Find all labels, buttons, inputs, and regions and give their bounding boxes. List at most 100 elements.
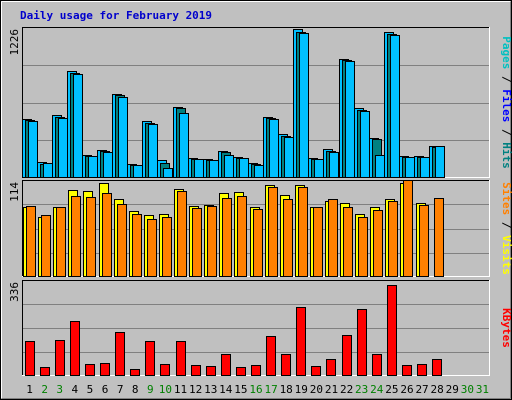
bar-pages-day-20 <box>314 159 324 178</box>
bar-kbytes-day-21 <box>326 359 336 376</box>
bar-sites-day-28 <box>434 198 444 277</box>
panel-hits-files-pages: 1226 Pages / Files / Hits <box>8 27 512 178</box>
x-tick-label-day-12: 12 <box>189 383 202 396</box>
bar-kbytes-day-11 <box>176 341 186 376</box>
x-tick-label-day-30: 30 <box>461 383 474 396</box>
bar-sites-day-11 <box>177 191 187 277</box>
bar-sites-day-12 <box>192 208 202 277</box>
x-tick-label-day-19: 19 <box>295 383 308 396</box>
chart-panels: 1226 Pages / Files / Hits 114 Sites / Visit… <box>8 27 512 376</box>
panel-kbytes: 336 KBytes <box>8 280 512 376</box>
bar-pages-day-9 <box>148 124 158 178</box>
bar-pages-day-14 <box>224 155 234 178</box>
panel-visits-sites: 114 Sites / Visits <box>8 180 512 277</box>
chart-title: Daily usage for February 2019 <box>20 9 212 22</box>
bar-sites-day-17 <box>268 187 278 277</box>
bar-pages-day-12 <box>194 159 204 178</box>
x-tick-label-day-29: 29 <box>446 383 459 396</box>
legend-label: Sites / Visits <box>500 182 512 275</box>
x-tick-label-day-17: 17 <box>264 383 277 396</box>
bar-sites-day-4 <box>71 196 81 277</box>
bar-sites-day-9 <box>147 219 157 277</box>
bar-kbytes-day-18 <box>281 354 291 376</box>
bar-kbytes-day-12 <box>191 365 201 376</box>
legend-label: KBytes <box>500 308 512 348</box>
legend-label: Pages / Files / Hits <box>500 36 512 169</box>
bar-kbytes-day-6 <box>100 363 110 376</box>
bar-sites-day-26 <box>403 180 413 277</box>
x-tick-label-day-8: 8 <box>132 383 139 396</box>
bar-kbytes-day-19 <box>296 307 306 376</box>
bar-kbytes-day-1 <box>25 341 35 376</box>
bar-sites-day-24 <box>373 210 383 277</box>
bar-kbytes-day-27 <box>417 364 427 376</box>
x-tick-label-day-2: 2 <box>41 383 48 396</box>
legend-label-part: Pages <box>500 36 512 69</box>
bar-pages-day-23 <box>360 111 370 178</box>
bar-sites-day-21 <box>328 199 338 277</box>
bar-pages-day-1 <box>28 121 38 178</box>
x-tick-label-day-5: 5 <box>87 383 94 396</box>
bar-kbytes-day-4 <box>70 321 80 376</box>
bar-kbytes-day-28 <box>432 359 442 376</box>
legend-label-part: Visits <box>500 235 512 275</box>
bar-kbytes-day-5 <box>85 364 95 376</box>
bar-pages-day-8 <box>133 165 143 178</box>
x-tick-label-day-1: 1 <box>26 383 33 396</box>
x-tick-label-day-9: 9 <box>147 383 154 396</box>
legend-label-part: Sites <box>500 182 512 215</box>
x-tick-label-day-28: 28 <box>431 383 444 396</box>
bar-sites-day-13 <box>207 206 217 277</box>
x-tick-label-day-4: 4 <box>72 383 79 396</box>
plot-area <box>22 27 490 178</box>
bar-sites-day-8 <box>132 214 142 277</box>
bar-pages-day-17 <box>269 119 279 178</box>
bar-pages-day-7 <box>118 97 128 178</box>
x-tick-label-day-18: 18 <box>280 383 293 396</box>
bar-pages-day-16 <box>254 165 264 178</box>
bar-kbytes-day-3 <box>55 340 65 376</box>
bar-sites-day-25 <box>388 201 398 277</box>
bar-pages-day-5 <box>88 156 98 178</box>
x-tick-label-day-25: 25 <box>385 383 398 396</box>
y-axis-max-label: 336 <box>8 282 21 302</box>
legend-label-part: / <box>500 122 512 142</box>
legend-label-part: KBytes <box>500 308 512 348</box>
bar-kbytes-day-23 <box>357 309 367 376</box>
bar-kbytes-day-2 <box>40 367 50 376</box>
bar-pages-day-28 <box>435 146 445 178</box>
bar-pages-day-15 <box>239 158 249 178</box>
legend-label-part: Hits <box>500 142 512 169</box>
y-axis-max-label: 114 <box>8 182 21 202</box>
x-tick-label-day-7: 7 <box>117 383 124 396</box>
bar-sites-day-6 <box>102 193 112 277</box>
bar-sites-day-14 <box>222 198 232 277</box>
bar-sites-day-18 <box>283 199 293 277</box>
x-tick-label-day-14: 14 <box>219 383 233 396</box>
bar-pages-day-19 <box>299 33 309 178</box>
x-tick-label-day-23: 23 <box>355 383 368 396</box>
bar-pages-day-2 <box>43 163 53 178</box>
legend-label-part: Files <box>500 89 512 122</box>
bar-pages-day-24 <box>375 155 385 178</box>
x-tick-label-day-26: 26 <box>400 383 413 396</box>
bar-pages-day-18 <box>284 137 294 178</box>
x-tick-label-day-22: 22 <box>340 383 353 396</box>
bar-kbytes-day-15 <box>236 367 246 376</box>
legend-label-part: / <box>500 69 512 89</box>
bar-sites-day-15 <box>237 196 247 277</box>
bar-pages-day-22 <box>345 61 355 178</box>
bar-pages-day-4 <box>73 74 83 178</box>
bar-sites-day-2 <box>41 215 51 277</box>
bar-kbytes-day-9 <box>145 341 155 376</box>
bar-sites-day-19 <box>298 187 308 277</box>
x-tick-label-day-21: 21 <box>325 383 338 396</box>
bar-kbytes-day-24 <box>372 354 382 376</box>
x-tick-label-day-20: 20 <box>310 383 323 396</box>
x-tick-label-day-27: 27 <box>415 383 428 396</box>
y-axis-max-label: 1226 <box>8 29 21 56</box>
bar-kbytes-day-25 <box>387 285 397 376</box>
x-axis-day-labels: 1 2 3 4 5 6 7 8 9 10 11 12 13 14 15 16 17 18 19 20 21 22 23 24 2… <box>26 383 489 396</box>
bar-sites-day-7 <box>117 204 127 277</box>
